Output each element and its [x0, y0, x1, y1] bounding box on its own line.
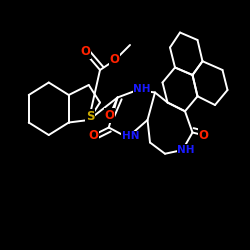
Text: O: O	[104, 109, 114, 122]
Text: O: O	[88, 129, 98, 142]
Text: S: S	[86, 110, 94, 123]
Text: NH: NH	[133, 84, 151, 94]
Text: O: O	[80, 45, 90, 58]
Text: NH: NH	[178, 145, 195, 155]
Text: O: O	[110, 53, 120, 66]
Text: HN: HN	[122, 131, 139, 141]
Text: O: O	[198, 129, 208, 142]
